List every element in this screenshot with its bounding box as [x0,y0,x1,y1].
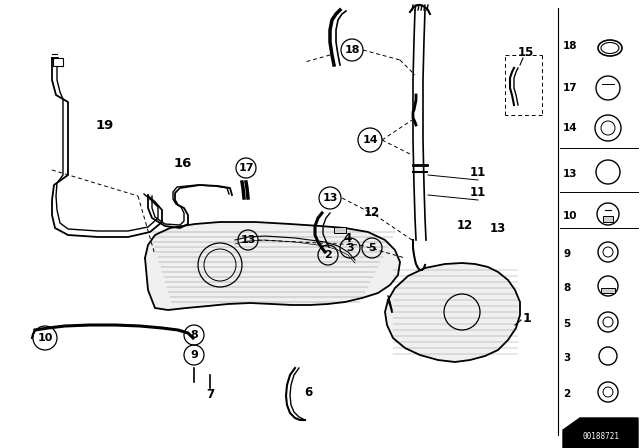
Text: 18: 18 [344,45,360,55]
Text: 3: 3 [346,243,354,253]
Text: 9: 9 [563,249,570,259]
Text: 11: 11 [470,165,486,178]
Text: 11: 11 [470,185,486,198]
Bar [53,58,63,66]
Text: 10: 10 [563,211,577,221]
Text: 15: 15 [518,46,534,59]
Bar [603,216,613,222]
Text: 7: 7 [206,388,214,401]
Polygon shape [385,263,520,362]
Text: 1: 1 [523,311,531,324]
Text: 10: 10 [37,333,52,343]
Text: 16: 16 [174,156,192,169]
Polygon shape [145,222,400,310]
Text: 2: 2 [563,389,570,399]
Bar [334,227,346,233]
Text: 17: 17 [238,163,253,173]
Text: 3: 3 [563,353,570,363]
Text: 2: 2 [324,250,332,260]
Text: 5: 5 [368,243,376,253]
Text: 12: 12 [364,206,380,219]
Text: 17: 17 [563,83,578,93]
Text: 6: 6 [304,387,312,400]
Text: 8: 8 [563,283,570,293]
Text: 13: 13 [323,193,338,203]
Text: 5: 5 [563,319,570,329]
Text: 9: 9 [190,350,198,360]
Text: 00188721: 00188721 [582,431,620,440]
Text: 12: 12 [457,219,473,232]
Polygon shape [563,418,638,448]
Text: 13: 13 [563,169,577,179]
Text: 8: 8 [190,330,198,340]
Text: 14: 14 [563,123,578,133]
Text: 13: 13 [240,235,256,245]
Text: 18: 18 [563,41,577,51]
Text: 13: 13 [490,221,506,234]
Bar [601,288,615,293]
Text: 14: 14 [362,135,378,145]
Text: 4: 4 [344,232,352,245]
Text: 19: 19 [96,119,114,132]
